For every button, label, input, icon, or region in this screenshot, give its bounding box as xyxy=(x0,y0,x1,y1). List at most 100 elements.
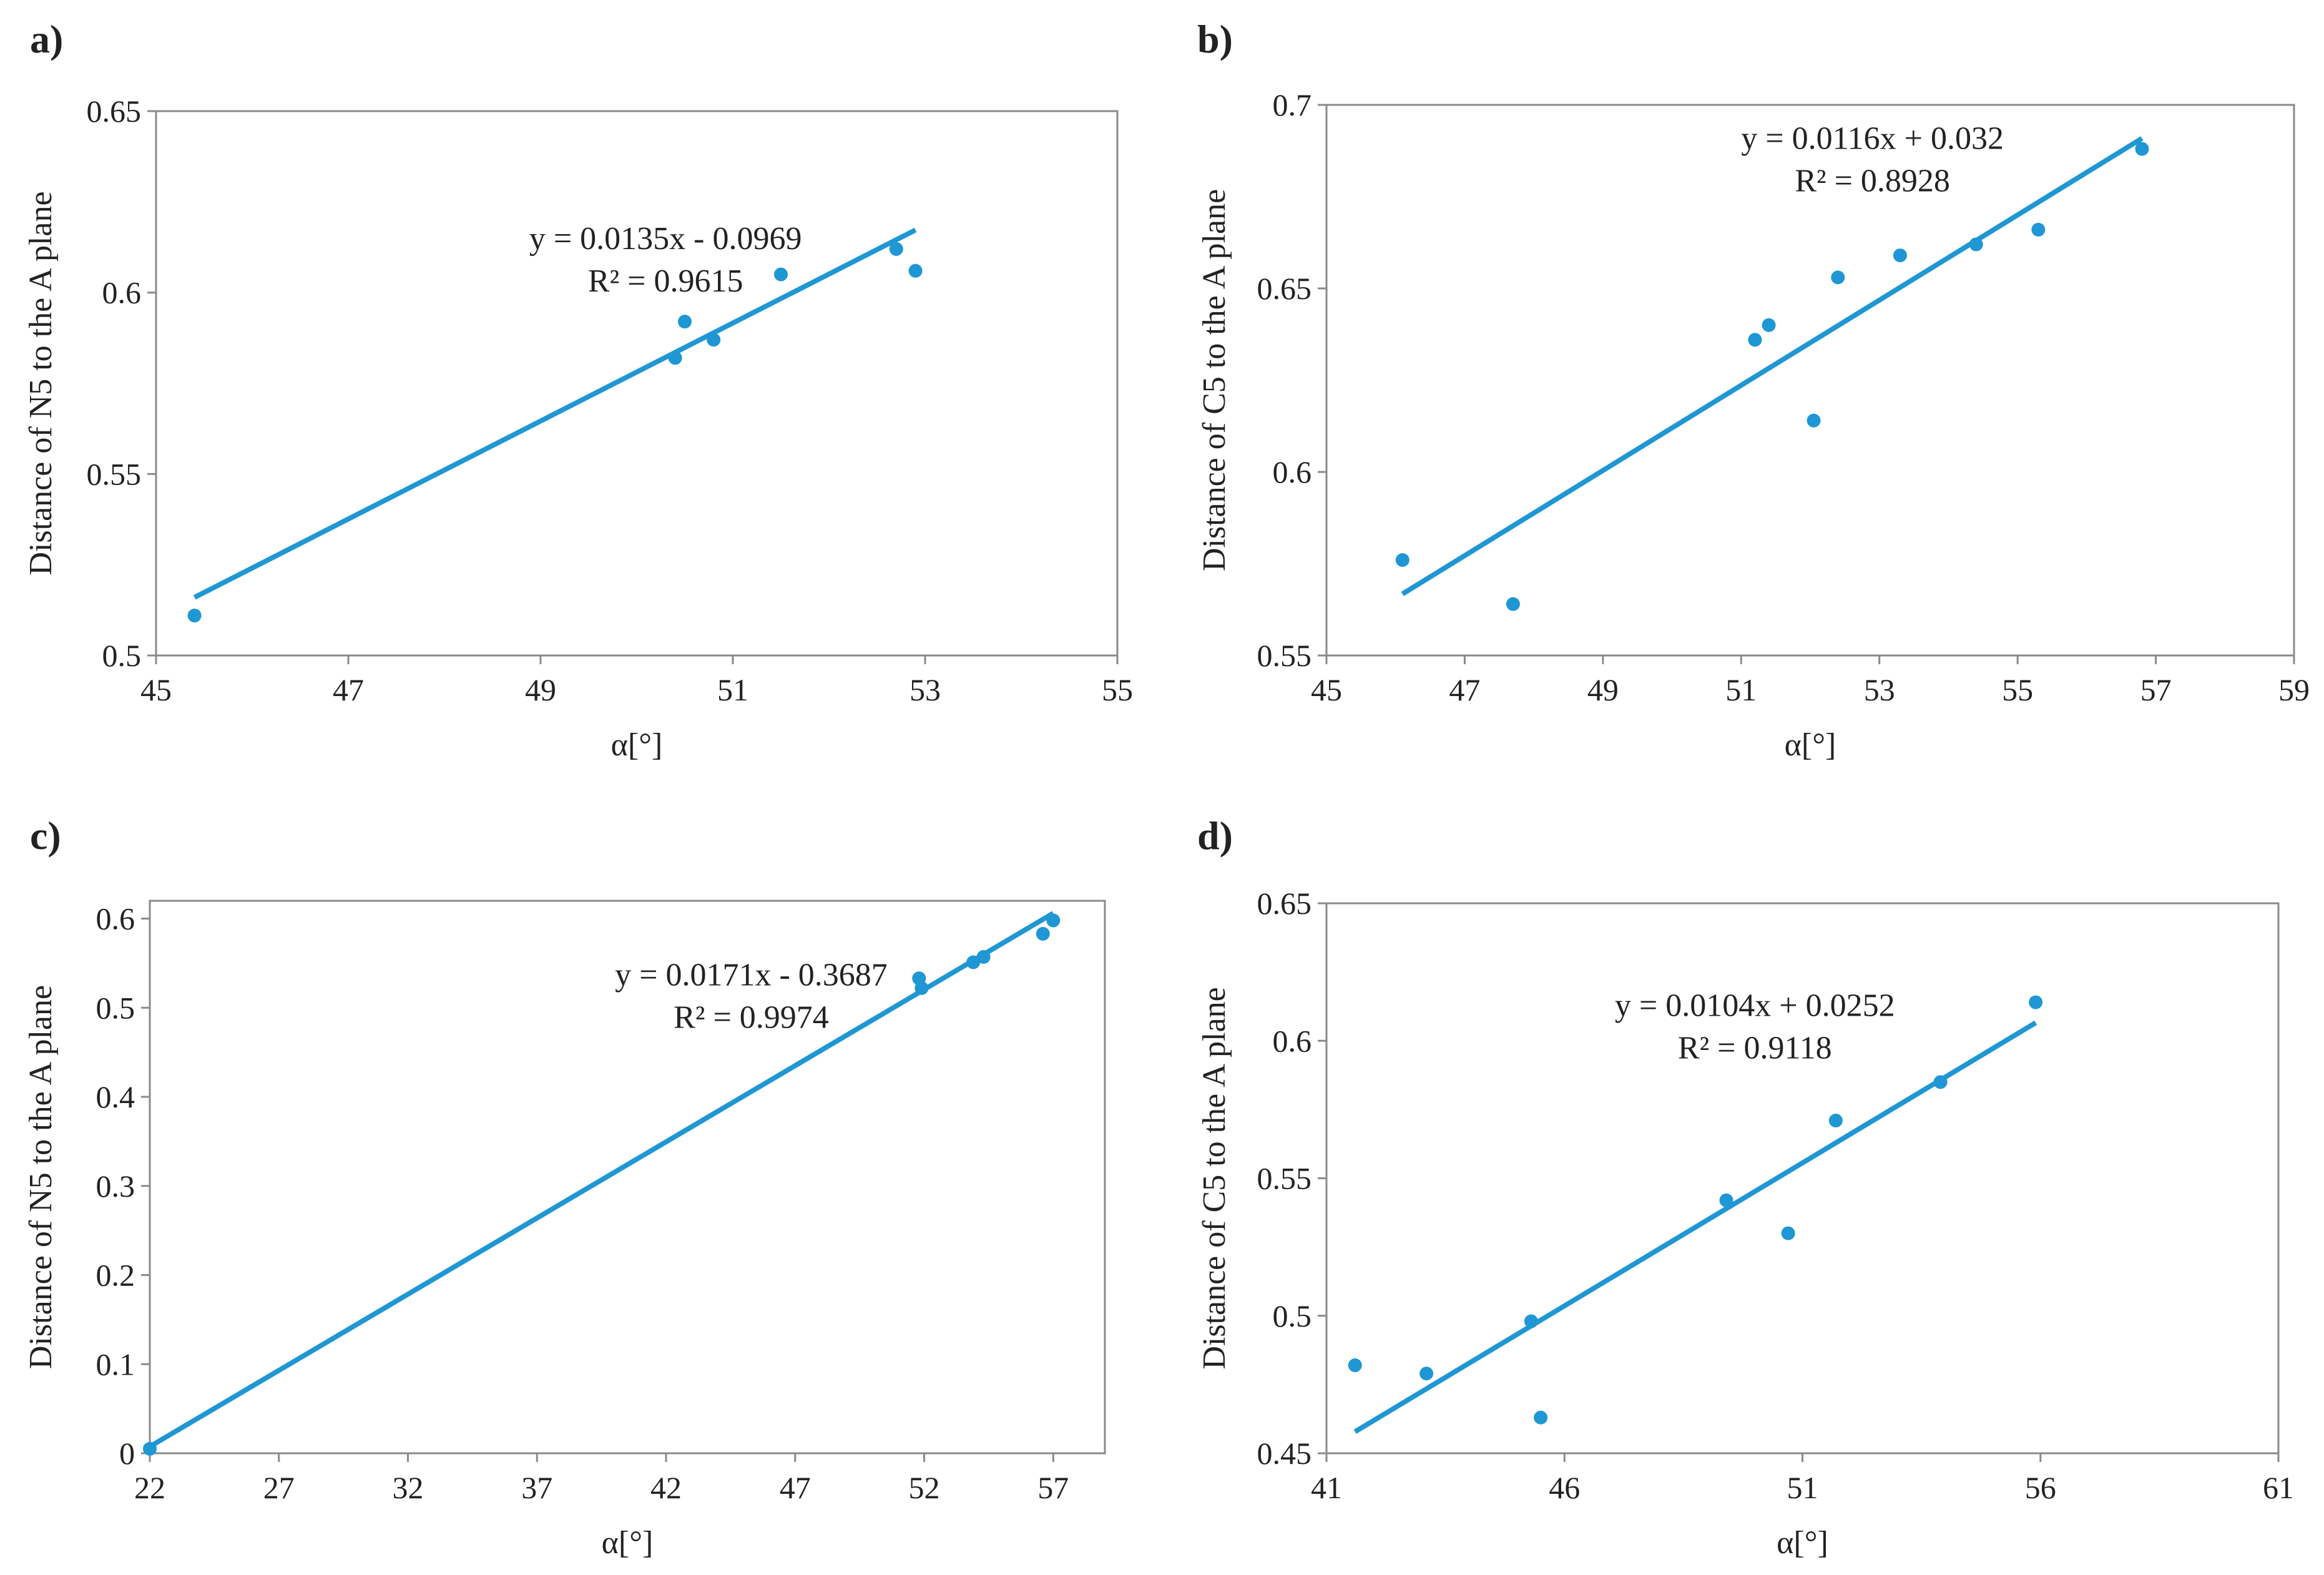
plot-area-frame xyxy=(155,110,1119,657)
y-tick-label: 0.5 xyxy=(1273,1298,1312,1333)
x-tick-label: 47 xyxy=(333,672,364,707)
x-tick-label: 32 xyxy=(393,1470,424,1505)
data-point xyxy=(1719,1193,1733,1207)
x-tick-label: 47 xyxy=(780,1470,811,1505)
x-tick-label: 53 xyxy=(909,672,941,707)
regression-equation: y = 0.0135x - 0.0969 xyxy=(529,221,802,257)
data-point xyxy=(976,949,991,964)
x-tick-label: 59 xyxy=(2278,672,2310,707)
y-tick-label: 0.6 xyxy=(102,275,142,310)
x-axis-title: α[°] xyxy=(602,1525,654,1561)
linear-trendline xyxy=(193,227,917,600)
y-tick-label: 0.2 xyxy=(96,1258,135,1293)
plot-area-frame xyxy=(149,900,1106,1455)
data-point xyxy=(1524,1314,1538,1328)
x-tick-label: 51 xyxy=(1787,1470,1818,1505)
chart-panel-1: a) 45 47 49 51 53 55 0.5 0.55 0.6 0.65 α[°] Distance… xyxy=(23,17,1133,763)
data-point xyxy=(2031,222,2046,237)
data-point xyxy=(966,955,981,969)
r-squared-label: R² = 0.9615 xyxy=(588,263,743,299)
data-point xyxy=(889,242,903,256)
panel-label: b) xyxy=(1197,17,1233,61)
y-tick-label: 0.5 xyxy=(102,638,142,673)
r-squared-label: R² = 0.8928 xyxy=(1795,164,1950,199)
x-axis-title: α[°] xyxy=(1785,727,1836,763)
data-point xyxy=(774,267,788,282)
x-tick-label: 41 xyxy=(1311,1470,1342,1505)
x-tick-label: 55 xyxy=(1102,672,1133,707)
data-point xyxy=(1419,1366,1434,1381)
x-tick-label: 52 xyxy=(909,1470,940,1505)
regression-equation: y = 0.0116x + 0.032 xyxy=(1741,121,2004,157)
y-tick-label: 0.65 xyxy=(1257,886,1312,921)
x-tick-label: 61 xyxy=(2263,1470,2294,1505)
y-axis-title: Distance of C5 to the A plane xyxy=(1197,987,1232,1369)
data-point xyxy=(1807,413,1821,428)
data-point xyxy=(908,263,923,278)
linear-trendline xyxy=(148,911,1055,1449)
x-axis-title: α[°] xyxy=(1777,1525,1828,1561)
x-tick-label: 42 xyxy=(650,1470,682,1505)
x-tick-label: 49 xyxy=(525,672,556,707)
x-tick-label: 53 xyxy=(1864,672,1895,707)
data-point xyxy=(143,1441,157,1456)
data-point xyxy=(668,351,682,365)
linear-trendline xyxy=(1401,136,2144,596)
y-axis-title: Distance of N5 to the A plane xyxy=(23,985,59,1369)
x-tick-label: 45 xyxy=(140,672,172,707)
y-tick-label: 0.6 xyxy=(1273,454,1312,489)
chart-panel-4: d) 41 46 51 56 61 0.45 0.5 0.55 0.6 0.65 α[°] Distan… xyxy=(1197,813,2294,1561)
regression-equation: y = 0.0171x - 0.3687 xyxy=(615,958,888,993)
x-tick-label: 45 xyxy=(1311,672,1342,707)
chart-panel-3: c) 22 27 32 37 42 47 52 57 0 0.1 0.2 0.3 0.4 0.5 0.6 α[°… xyxy=(23,813,1106,1561)
data-point xyxy=(187,609,202,623)
data-point xyxy=(1969,237,1983,252)
x-tick-label: 47 xyxy=(1449,672,1480,707)
data-point xyxy=(2135,142,2149,156)
regression-equation: y = 0.0104x + 0.0252 xyxy=(1615,988,1895,1024)
data-point xyxy=(1046,913,1061,928)
data-point xyxy=(1828,1113,1843,1127)
y-tick-label: 0.1 xyxy=(96,1347,135,1381)
x-tick-label: 57 xyxy=(2140,672,2172,707)
x-tick-label: 49 xyxy=(1587,672,1619,707)
data-point xyxy=(1534,1410,1548,1425)
y-tick-label: 0.3 xyxy=(96,1169,135,1204)
chart-panel-2: b) 45 47 49 51 53 55 57 59 0.55 0.6 0.65 0.7 α[°] Dist… xyxy=(1197,17,2310,763)
y-tick-label: 0.65 xyxy=(87,94,142,129)
data-point xyxy=(1933,1075,1948,1089)
y-tick-label: 0.6 xyxy=(1273,1023,1312,1058)
x-tick-label: 22 xyxy=(134,1470,165,1505)
y-tick-label: 0.65 xyxy=(1257,271,1312,306)
data-point xyxy=(1762,318,1776,332)
y-tick-label: 0.7 xyxy=(1273,87,1312,122)
data-point xyxy=(1036,926,1050,941)
y-axis-title: Distance of C5 to the A plane xyxy=(1197,189,1232,571)
y-axis-title: Distance of N5 to the A plane xyxy=(23,191,59,575)
y-tick-label: 0.5 xyxy=(96,990,135,1025)
x-tick-label: 37 xyxy=(521,1470,552,1505)
y-tick-label: 0.55 xyxy=(1257,1161,1312,1196)
x-tick-label: 57 xyxy=(1037,1470,1069,1505)
x-tick-label: 27 xyxy=(263,1470,295,1505)
data-point xyxy=(1348,1358,1362,1373)
panel-label: c) xyxy=(30,813,61,858)
y-tick-label: 0 xyxy=(119,1436,135,1471)
y-tick-label: 0.45 xyxy=(1257,1436,1312,1471)
data-point xyxy=(1831,270,1845,285)
linear-trendline xyxy=(1353,1020,2037,1434)
x-tick-label: 51 xyxy=(1725,672,1757,707)
data-point xyxy=(914,981,929,995)
y-tick-label: 0.6 xyxy=(96,901,135,936)
data-point xyxy=(2029,995,2043,1009)
x-axis-title: α[°] xyxy=(611,727,663,763)
r-squared-label: R² = 0.9118 xyxy=(1678,1031,1832,1066)
data-point xyxy=(1395,553,1410,567)
y-tick-label: 0.55 xyxy=(87,456,142,491)
plot-area-frame xyxy=(1325,902,2280,1455)
x-tick-label: 55 xyxy=(2002,672,2033,707)
data-point xyxy=(707,333,721,347)
x-tick-label: 56 xyxy=(2025,1470,2056,1505)
plot-area-frame xyxy=(1325,104,2295,657)
